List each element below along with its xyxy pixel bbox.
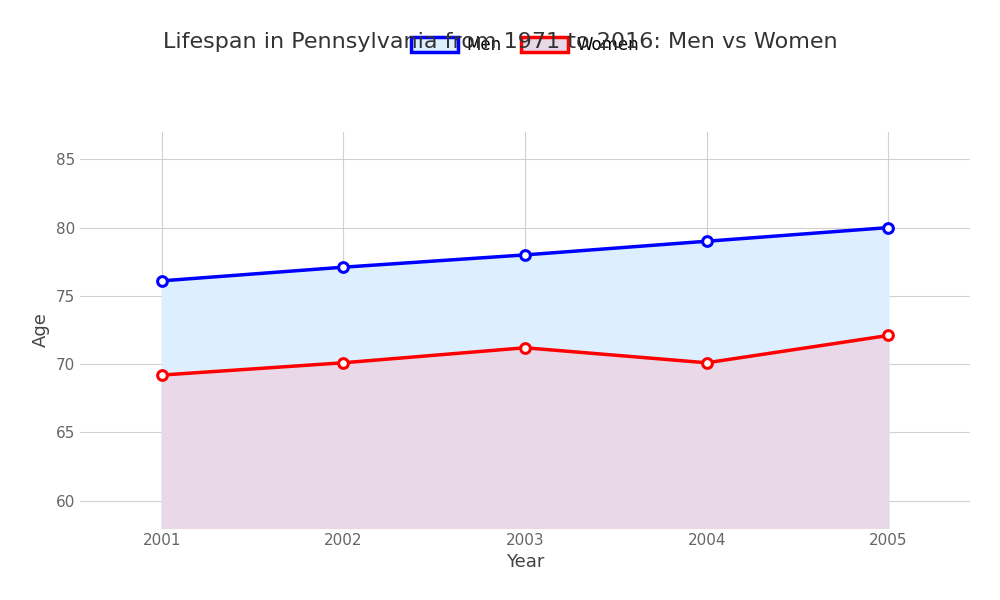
Text: Lifespan in Pennsylvania from 1971 to 2016: Men vs Women: Lifespan in Pennsylvania from 1971 to 20…: [163, 32, 837, 52]
Legend: Men, Women: Men, Women: [404, 29, 646, 61]
Y-axis label: Age: Age: [32, 313, 50, 347]
X-axis label: Year: Year: [506, 553, 544, 571]
